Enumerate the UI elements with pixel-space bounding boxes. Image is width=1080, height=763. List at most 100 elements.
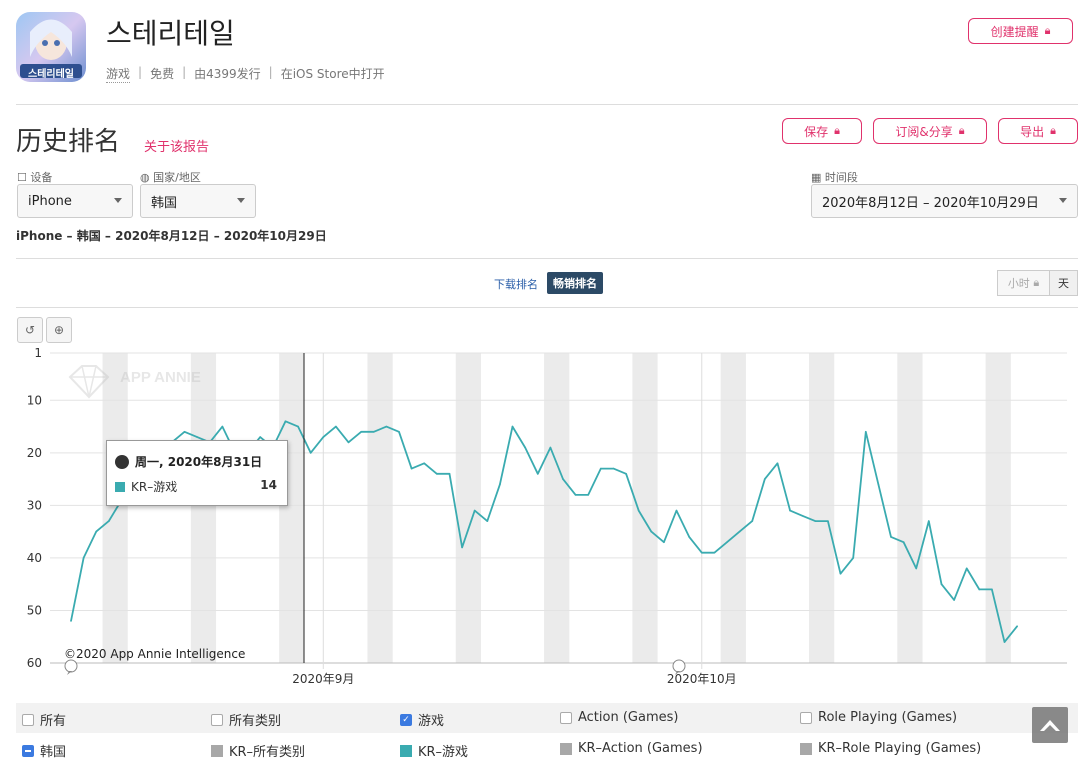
legend-korea[interactable]: 韩国 [22, 741, 66, 760]
period-select[interactable]: 2020年8月12日 – 2020年10月29日 [811, 184, 1078, 218]
zoom-icon[interactable]: ⊕ [46, 317, 72, 343]
device-select[interactable]: iPhone [17, 184, 133, 218]
checkbox[interactable] [211, 713, 223, 726]
data-point [663, 541, 665, 543]
legend-label: 所有类别 [229, 714, 282, 729]
collapse-checkbox[interactable] [22, 744, 34, 757]
data-point [827, 520, 829, 522]
data-point [738, 530, 741, 533]
chevron-up-icon [1040, 720, 1060, 731]
country-select[interactable]: 韩国 [140, 184, 256, 218]
data-point [688, 536, 690, 538]
data-point [436, 473, 438, 475]
y-tick-label: 40 [27, 551, 42, 565]
x-tick-label: 2020年10月 [667, 672, 737, 686]
granularity-day-button[interactable]: 天 [1049, 270, 1078, 296]
open-in-store-link[interactable]: 在iOS Store中打开 [280, 67, 385, 81]
scroll-to-top-button[interactable] [1032, 707, 1068, 743]
weekend-band [632, 353, 658, 663]
data-point [637, 509, 640, 512]
series-swatch [800, 742, 812, 755]
data-point [398, 431, 400, 433]
about-report-link[interactable]: 关于该报告 [144, 140, 210, 155]
data-point [562, 478, 564, 480]
data-point [108, 520, 110, 522]
y-axis: 1 10 20 30 40 50 60 [27, 346, 42, 670]
data-point [864, 431, 867, 433]
checkbox[interactable] [22, 713, 34, 726]
data-point [700, 551, 703, 554]
data-point [473, 509, 476, 512]
legend-kr-role-playing-games[interactable]: KR–Role Playing (Games) [800, 741, 981, 756]
data-point [814, 520, 817, 522]
data-point [902, 541, 905, 543]
legend-label: Role Playing (Games) [818, 710, 958, 725]
series-swatch [211, 744, 223, 757]
legend-role-playing-games[interactable]: Role Playing (Games) [800, 710, 957, 725]
granularity-hour-button[interactable]: 小时 🔒︎ [997, 270, 1050, 296]
export-button[interactable]: 导出 🔒︎ [998, 118, 1078, 144]
data-point [423, 462, 426, 465]
divider [16, 104, 1078, 105]
weekend-band [455, 353, 481, 663]
device-value: iPhone [28, 193, 72, 209]
subscribe-share-label: 订阅&分享 [895, 124, 953, 139]
weekend-band [279, 353, 305, 663]
tab-grossing[interactable]: 畅销排名 [547, 272, 603, 294]
category-link[interactable]: 游戏 [106, 67, 131, 83]
checkbox[interactable] [560, 711, 572, 724]
lock-icon: 🔒︎ [834, 124, 840, 137]
legend-kr-action-games[interactable]: KR–Action (Games) [560, 741, 703, 756]
checkbox[interactable]: ✓ [400, 713, 412, 726]
save-button[interactable]: 保存 🔒︎ [782, 118, 862, 144]
lock-icon: 🔒︎ [1044, 24, 1051, 37]
granularity-day-label: 天 [1058, 277, 1069, 290]
legend-games[interactable]: ✓ 游戏 [400, 710, 444, 729]
checkbox[interactable] [800, 711, 812, 724]
data-point [776, 462, 779, 465]
series-swatch [400, 744, 412, 757]
legend-all-categories[interactable]: 所有类别 [211, 710, 281, 729]
tab-downloads[interactable]: 下载排名 [494, 278, 538, 291]
tooltip-value: 14 [260, 478, 277, 492]
lock-icon: 🔒︎ [1050, 124, 1056, 137]
data-point [953, 599, 955, 601]
data-point [877, 483, 880, 486]
chart-tooltip: 周一, 2020年8月31日 KR–游戏 14 [106, 440, 288, 506]
data-point [890, 536, 892, 538]
subscribe-share-button[interactable]: 订阅&分享 🔒︎ [873, 118, 987, 144]
legend-label: KR–游戏 [418, 745, 469, 760]
save-label: 保存 [804, 124, 829, 139]
country-label: 国家/地区 [153, 171, 201, 184]
legend-label: Action (Games) [578, 710, 679, 725]
app-icon: 스테리테일 [16, 12, 86, 82]
watermark: APP ANNIE [68, 365, 201, 399]
data-point [448, 473, 451, 475]
data-point [1016, 625, 1018, 628]
legend-kr-all-categories[interactable]: KR–所有类别 [211, 741, 305, 760]
data-point [309, 452, 312, 454]
legend-all[interactable]: 所有 [22, 710, 66, 729]
data-point [801, 515, 804, 517]
data-point [536, 473, 539, 475]
data-point [675, 509, 678, 512]
device-label: 设备 [30, 171, 53, 184]
data-point [1003, 641, 1006, 643]
legend-kr-games[interactable]: KR–游戏 [400, 741, 468, 760]
data-point [587, 494, 590, 496]
calendar-icon: ▦ [811, 171, 822, 184]
series-swatch [560, 742, 572, 755]
data-point [95, 530, 98, 533]
data-point [928, 520, 930, 522]
reset-zoom-icon[interactable]: ↺ [17, 317, 43, 343]
data-point [70, 620, 72, 622]
data-point [347, 441, 350, 444]
data-point [978, 588, 981, 591]
data-point [991, 588, 993, 591]
legend-action-games[interactable]: Action (Games) [560, 710, 678, 725]
create-alert-button[interactable]: 创建提醒 🔒︎ [968, 18, 1073, 44]
data-point [335, 425, 337, 428]
legend-label: KR–所有类别 [229, 745, 306, 760]
series-swatch [115, 481, 125, 492]
